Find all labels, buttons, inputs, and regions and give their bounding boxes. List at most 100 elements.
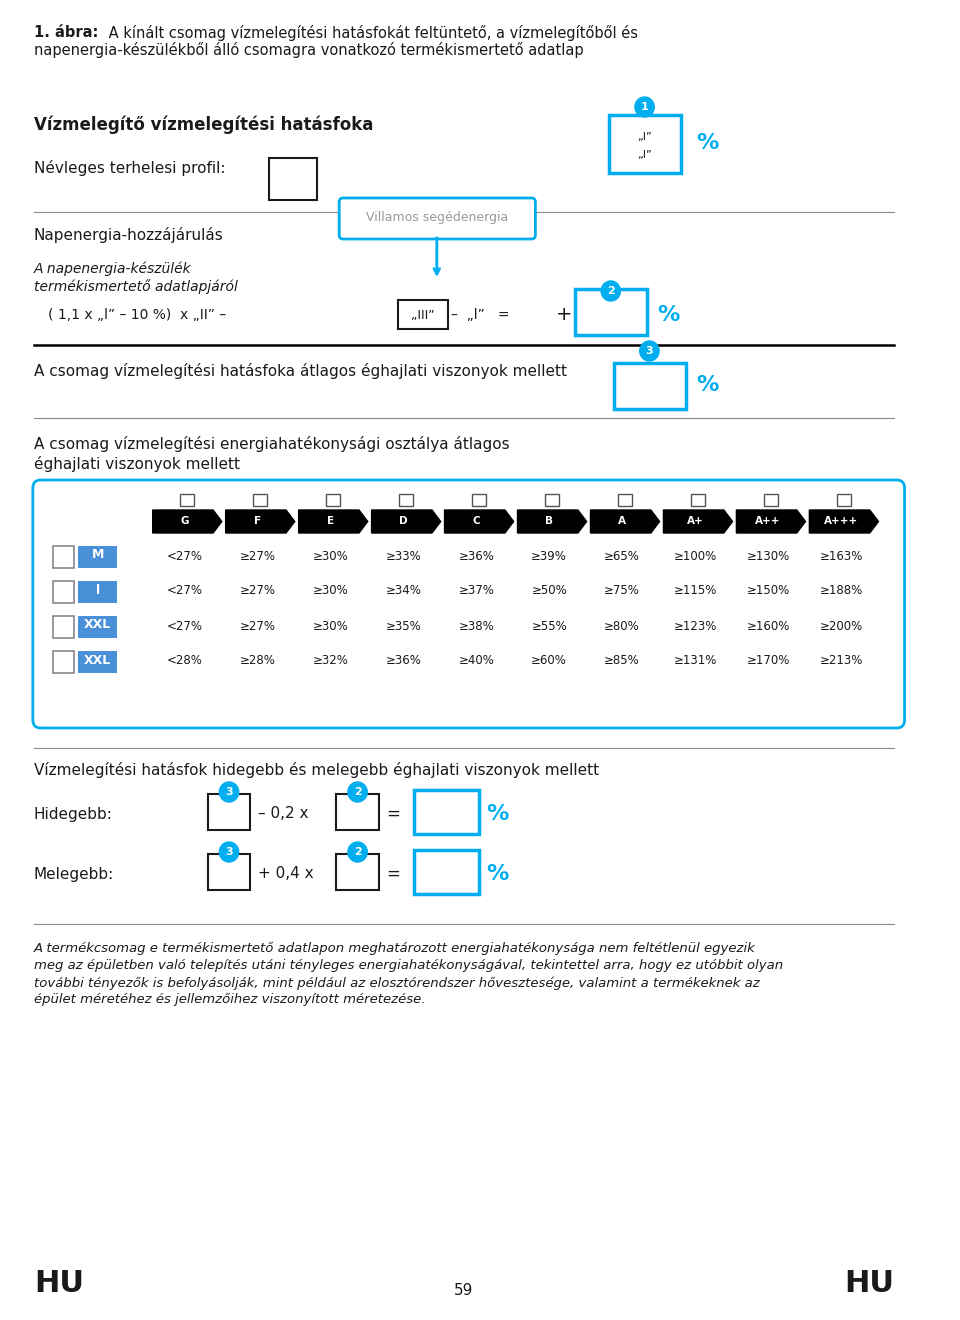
Circle shape [220,781,239,803]
Text: A+: A+ [686,516,704,527]
Text: ≥160%: ≥160% [746,619,790,632]
Text: ≥131%: ≥131% [673,655,717,668]
Text: ≥36%: ≥36% [458,549,494,562]
Text: ≥33%: ≥33% [385,549,421,562]
Text: A csomag vízmelegítési energiahatékonysági osztálya átlagos: A csomag vízmelegítési energiahatékonysá… [34,436,510,451]
FancyBboxPatch shape [79,581,117,603]
Polygon shape [153,510,222,533]
Text: ≥150%: ≥150% [747,585,790,598]
Text: Napenergia-hozzájárulás: Napenergia-hozzájárulás [34,227,224,243]
Circle shape [601,281,620,301]
Polygon shape [444,510,514,533]
FancyBboxPatch shape [339,198,536,239]
FancyBboxPatch shape [472,494,486,506]
Text: ≥30%: ≥30% [312,619,348,632]
FancyBboxPatch shape [53,651,75,673]
Polygon shape [226,510,295,533]
Text: M: M [91,549,104,561]
Text: ≥30%: ≥30% [312,585,348,598]
Text: ≥40%: ≥40% [458,655,494,668]
FancyBboxPatch shape [79,616,117,638]
FancyBboxPatch shape [53,546,75,568]
FancyBboxPatch shape [53,581,75,603]
Text: – 0,2 x: – 0,2 x [258,807,308,821]
Text: %: % [696,133,718,153]
FancyBboxPatch shape [269,158,317,201]
Polygon shape [517,510,587,533]
Text: „I”: „I” [637,150,652,160]
FancyBboxPatch shape [79,546,117,568]
Text: 1: 1 [640,102,648,112]
Text: ≥75%: ≥75% [604,585,640,598]
FancyBboxPatch shape [414,850,479,894]
Text: <27%: <27% [166,585,203,598]
Text: F: F [253,516,261,527]
FancyBboxPatch shape [618,494,632,506]
Text: HU: HU [34,1269,84,1298]
Text: ≥60%: ≥60% [531,655,567,668]
FancyBboxPatch shape [79,651,117,673]
Text: Hidegebb:: Hidegebb: [34,807,112,821]
Text: D: D [399,516,408,527]
Text: ≥38%: ≥38% [458,619,494,632]
FancyBboxPatch shape [837,494,851,506]
Text: ≥85%: ≥85% [604,655,640,668]
Text: –  „l”   =: – „l” = [451,308,510,322]
Text: l: l [96,583,100,597]
Text: ≥80%: ≥80% [604,619,640,632]
Text: %: % [696,375,718,395]
Text: 3: 3 [226,787,233,797]
FancyBboxPatch shape [180,494,194,506]
Text: ≥27%: ≥27% [239,619,276,632]
FancyBboxPatch shape [326,494,340,506]
Text: A kínált csomag vízmelegítési hatásfokát feltüntető, a vízmelegítőből és: A kínált csomag vízmelegítési hatásfokát… [105,25,638,41]
Text: XXL: XXL [84,653,111,667]
Polygon shape [590,510,660,533]
Circle shape [348,842,368,862]
Text: ≥28%: ≥28% [239,655,276,668]
Text: A++: A++ [756,516,780,527]
Text: A csomag vízmelegítési hatásfoka átlagos éghajlati viszonyok mellett: A csomag vízmelegítési hatásfoka átlagos… [34,363,566,379]
Text: 1. ábra:: 1. ábra: [34,25,98,40]
FancyBboxPatch shape [575,289,647,335]
FancyBboxPatch shape [53,616,75,638]
FancyBboxPatch shape [336,854,379,890]
Text: ≥34%: ≥34% [385,585,421,598]
Text: „III”: „III” [412,309,435,322]
Text: + 0,4 x: + 0,4 x [258,866,314,882]
FancyBboxPatch shape [414,789,479,834]
Text: ≥65%: ≥65% [604,549,640,562]
Text: =: = [387,805,400,822]
Text: ≥200%: ≥200% [820,619,863,632]
Polygon shape [663,510,732,533]
Text: ≥55%: ≥55% [531,619,567,632]
Text: ≥213%: ≥213% [819,655,863,668]
Circle shape [220,842,239,862]
Text: %: % [486,804,509,824]
Text: ( 1,1 x „l” – 10 %)  x „II” –: ( 1,1 x „l” – 10 %) x „II” – [48,308,227,322]
Text: ≥100%: ≥100% [674,549,717,562]
Text: 3: 3 [226,847,233,857]
Polygon shape [299,510,368,533]
Polygon shape [736,510,805,533]
Text: XXL: XXL [84,619,111,631]
FancyBboxPatch shape [545,494,559,506]
Text: ≥130%: ≥130% [747,549,790,562]
Circle shape [635,96,655,117]
Text: HU: HU [844,1269,894,1298]
FancyBboxPatch shape [613,363,686,409]
Text: ≥115%: ≥115% [673,585,717,598]
Text: ≥39%: ≥39% [531,549,567,562]
Text: =: = [387,865,400,883]
Text: éghajlati viszonyok mellett: éghajlati viszonyok mellett [34,455,240,473]
FancyBboxPatch shape [691,494,705,506]
Circle shape [639,341,660,360]
Text: A napenergia-készülék: A napenergia-készülék [34,261,191,276]
Polygon shape [809,510,878,533]
Text: ≥37%: ≥37% [458,585,494,598]
Text: 59: 59 [454,1283,473,1298]
Text: A termékcsomag e termékismertető adatlapon meghatározott energiahatékonysága nem: A termékcsomag e termékismertető adatlap… [34,942,756,956]
Text: Vízmelegítési hatásfok hidegebb és melegebb éghajlati viszonyok mellett: Vízmelegítési hatásfok hidegebb és meleg… [34,762,599,777]
Text: ≥27%: ≥27% [239,549,276,562]
Text: 2: 2 [353,787,362,797]
